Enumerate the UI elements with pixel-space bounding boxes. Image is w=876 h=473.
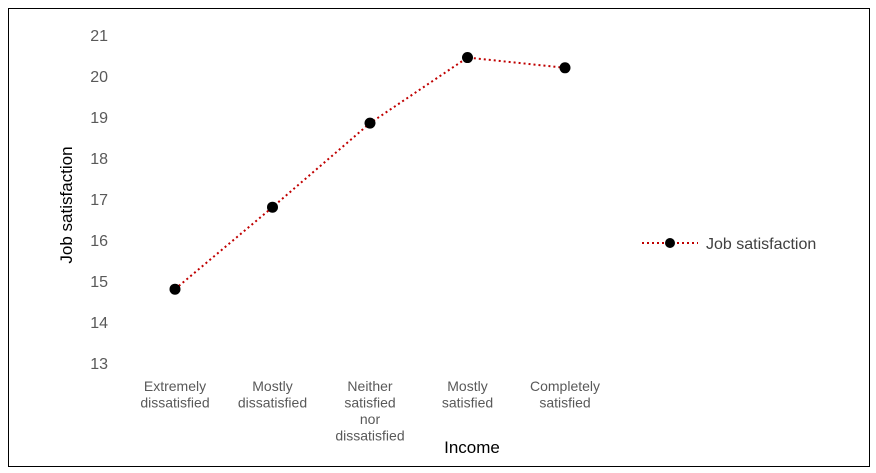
data-point bbox=[559, 62, 571, 74]
x-category-line: Mostly bbox=[447, 378, 487, 394]
legend: Job satisfaction bbox=[642, 236, 816, 253]
y-axis-label: Job satisfaction bbox=[57, 146, 76, 263]
x-category-line: dissatisfied bbox=[335, 428, 404, 444]
x-category-line: satisfied bbox=[539, 395, 590, 411]
y-tick-label: 18 bbox=[90, 151, 108, 168]
x-category-line: Extremely bbox=[144, 378, 206, 394]
data-point bbox=[169, 283, 181, 295]
chart-frame bbox=[8, 8, 870, 467]
y-tick-label: 16 bbox=[90, 233, 108, 250]
x-category-label: Extremely dissatisfied bbox=[140, 378, 209, 411]
x-category-line: nor bbox=[360, 411, 381, 427]
y-tick-label: 20 bbox=[90, 69, 108, 86]
data-point bbox=[462, 52, 473, 64]
y-tick-labels: 13 14 15 16 17 18 19 20 21 bbox=[90, 28, 108, 373]
x-category-label: Neither satisfied nor dissatisfied bbox=[335, 378, 404, 444]
x-category-label: Mostly satisfied bbox=[442, 378, 493, 411]
y-tick-label: 19 bbox=[90, 110, 108, 127]
data-point bbox=[364, 117, 376, 129]
y-tick-label: 15 bbox=[90, 274, 108, 291]
x-category-line: dissatisfied bbox=[238, 395, 307, 411]
x-category-line: Completely bbox=[530, 378, 600, 394]
x-axis-label: Income bbox=[444, 438, 500, 457]
y-tick-label: 17 bbox=[90, 192, 108, 209]
x-category-line: Mostly bbox=[252, 378, 292, 394]
legend-label: Job satisfaction bbox=[706, 236, 816, 253]
x-category-line: satisfied bbox=[442, 395, 493, 411]
series-line bbox=[174, 56, 566, 290]
x-category-line: satisfied bbox=[344, 395, 395, 411]
x-category-line: dissatisfied bbox=[140, 395, 209, 411]
x-category-label: Mostly dissatisfied bbox=[238, 378, 307, 411]
series-job-satisfaction bbox=[169, 52, 571, 295]
y-tick-label: 21 bbox=[90, 28, 108, 45]
x-category-line: Neither bbox=[347, 378, 392, 394]
legend-marker bbox=[665, 238, 675, 248]
y-tick-label: 14 bbox=[90, 315, 108, 332]
data-point bbox=[267, 201, 278, 213]
x-category-label: Completely satisfied bbox=[530, 378, 600, 411]
y-tick-label: 13 bbox=[90, 356, 108, 373]
